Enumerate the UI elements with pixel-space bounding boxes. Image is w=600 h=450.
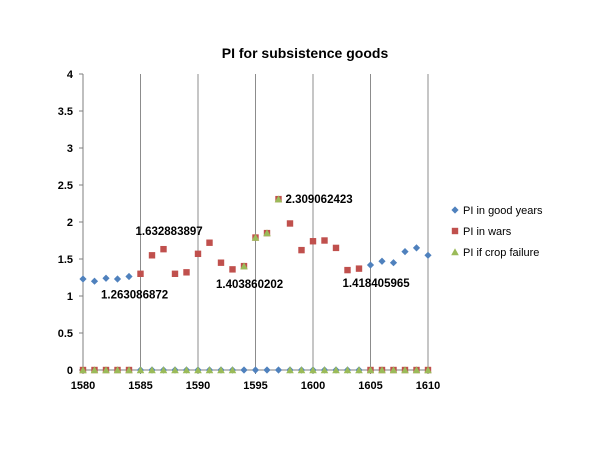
point-pi-if-crop-failure bbox=[136, 366, 145, 374]
point-pi-if-crop-failure bbox=[297, 366, 306, 374]
point-pi-in-good-years bbox=[113, 275, 122, 283]
point-pi-in-good-years bbox=[366, 261, 375, 269]
point-pi-if-crop-failure bbox=[102, 366, 110, 374]
point-pi-in-wars bbox=[137, 270, 144, 277]
point-pi-in-good-years bbox=[389, 259, 398, 267]
point-pi-in-wars bbox=[286, 220, 294, 227]
point-pi-if-crop-failure bbox=[182, 366, 191, 374]
data-label: 1.632883897 bbox=[136, 226, 203, 238]
point-pi-in-good-years bbox=[90, 277, 99, 285]
point-pi-in-wars bbox=[321, 237, 328, 244]
point-pi-in-wars bbox=[309, 238, 317, 245]
point-pi-if-crop-failure bbox=[217, 366, 225, 374]
y-tick-label: 2 bbox=[67, 217, 73, 229]
x-tick-label: 1610 bbox=[416, 380, 440, 392]
point-pi-in-good-years bbox=[424, 251, 432, 259]
y-tick-label: 1.5 bbox=[58, 254, 73, 266]
point-pi-if-crop-failure bbox=[79, 366, 87, 374]
point-pi-in-wars bbox=[183, 269, 190, 276]
point-pi-in-wars bbox=[229, 266, 236, 273]
point-pi-in-wars bbox=[355, 265, 363, 272]
point-pi-if-crop-failure bbox=[171, 366, 179, 374]
point-pi-if-crop-failure bbox=[343, 366, 352, 374]
y-tick-label: 4 bbox=[67, 69, 74, 81]
point-pi-in-good-years bbox=[378, 257, 386, 265]
point-pi-if-crop-failure bbox=[148, 366, 156, 374]
point-pi-if-crop-failure bbox=[378, 366, 386, 374]
point-pi-in-good-years bbox=[412, 244, 421, 252]
x-tick-label: 1600 bbox=[301, 380, 325, 392]
point-pi-if-crop-failure bbox=[251, 233, 260, 241]
point-pi-if-crop-failure bbox=[240, 262, 248, 270]
y-tick-label: 3 bbox=[67, 143, 73, 155]
legend-marker bbox=[451, 227, 459, 235]
point-pi-if-crop-failure bbox=[332, 366, 340, 374]
point-pi-if-crop-failure bbox=[113, 366, 122, 374]
y-tick-label: 1 bbox=[67, 291, 73, 303]
point-pi-if-crop-failure bbox=[309, 366, 317, 374]
point-pi-in-wars bbox=[171, 270, 179, 277]
point-pi-in-good-years bbox=[125, 272, 133, 281]
point-pi-if-crop-failure bbox=[205, 366, 214, 374]
data-label: 1.418405965 bbox=[343, 278, 411, 290]
y-tick-label: 0.5 bbox=[58, 328, 73, 340]
point-pi-if-crop-failure bbox=[424, 366, 432, 374]
point-pi-in-wars bbox=[206, 239, 213, 246]
point-pi-if-crop-failure bbox=[194, 366, 202, 374]
point-pi-in-wars bbox=[217, 259, 225, 266]
point-pi-if-crop-failure bbox=[90, 366, 99, 374]
point-pi-if-crop-failure bbox=[125, 366, 133, 374]
point-pi-in-good-years bbox=[401, 248, 409, 256]
point-pi-in-good-years bbox=[102, 274, 110, 282]
point-pi-if-crop-failure bbox=[389, 366, 398, 374]
point-pi-in-wars bbox=[344, 266, 351, 274]
point-pi-in-wars bbox=[332, 244, 340, 252]
y-tick-label: 3.5 bbox=[58, 106, 73, 118]
legend-marker bbox=[451, 248, 459, 256]
point-pi-in-wars bbox=[160, 245, 167, 253]
legend-marker bbox=[451, 206, 459, 214]
point-pi-if-crop-failure bbox=[366, 366, 375, 374]
point-pi-if-crop-failure bbox=[401, 366, 409, 374]
x-tick-label: 1590 bbox=[186, 380, 210, 392]
point-pi-in-wars bbox=[298, 246, 305, 254]
point-pi-if-crop-failure bbox=[228, 366, 237, 374]
point-pi-in-wars bbox=[148, 252, 156, 259]
point-pi-in-good-years bbox=[240, 366, 248, 374]
x-tick-label: 1595 bbox=[243, 380, 267, 392]
point-pi-if-crop-failure bbox=[412, 366, 421, 374]
point-pi-in-wars bbox=[194, 250, 202, 258]
point-pi-in-good-years bbox=[251, 366, 260, 374]
point-pi-if-crop-failure bbox=[263, 229, 271, 237]
point-pi-if-crop-failure bbox=[286, 366, 294, 374]
y-tick-label: 2.5 bbox=[58, 180, 73, 192]
point-pi-if-crop-failure bbox=[159, 366, 168, 374]
point-pi-in-good-years bbox=[79, 275, 87, 283]
x-tick-label: 1605 bbox=[358, 380, 382, 392]
chart-title: PI for subsistence goods bbox=[222, 45, 389, 61]
legend: PI in good years PI in wars PI if crop fai… bbox=[451, 205, 543, 259]
point-pi-if-crop-failure bbox=[320, 366, 329, 374]
legend-label: PI in wars bbox=[463, 226, 512, 238]
y-tick-label: 0 bbox=[67, 365, 73, 377]
data-label: 2.309062423 bbox=[286, 194, 353, 206]
point-pi-in-good-years bbox=[274, 366, 283, 374]
x-tick-label: 1585 bbox=[128, 380, 152, 392]
point-pi-if-crop-failure bbox=[274, 195, 283, 203]
data-label: 1.403860202 bbox=[216, 279, 283, 291]
data-label: 1.263086872 bbox=[101, 290, 168, 302]
legend-label: PI if crop failure bbox=[463, 247, 539, 259]
legend-label: PI in good years bbox=[463, 205, 543, 217]
plot-area: 0 0.5 1 1.5 2 2.5 3 3.5 4 1580 1585 1590 1595 1600 160… bbox=[58, 69, 441, 392]
point-pi-in-good-years bbox=[263, 366, 271, 374]
x-tick-label: 1580 bbox=[71, 380, 95, 392]
point-pi-if-crop-failure bbox=[355, 366, 363, 374]
